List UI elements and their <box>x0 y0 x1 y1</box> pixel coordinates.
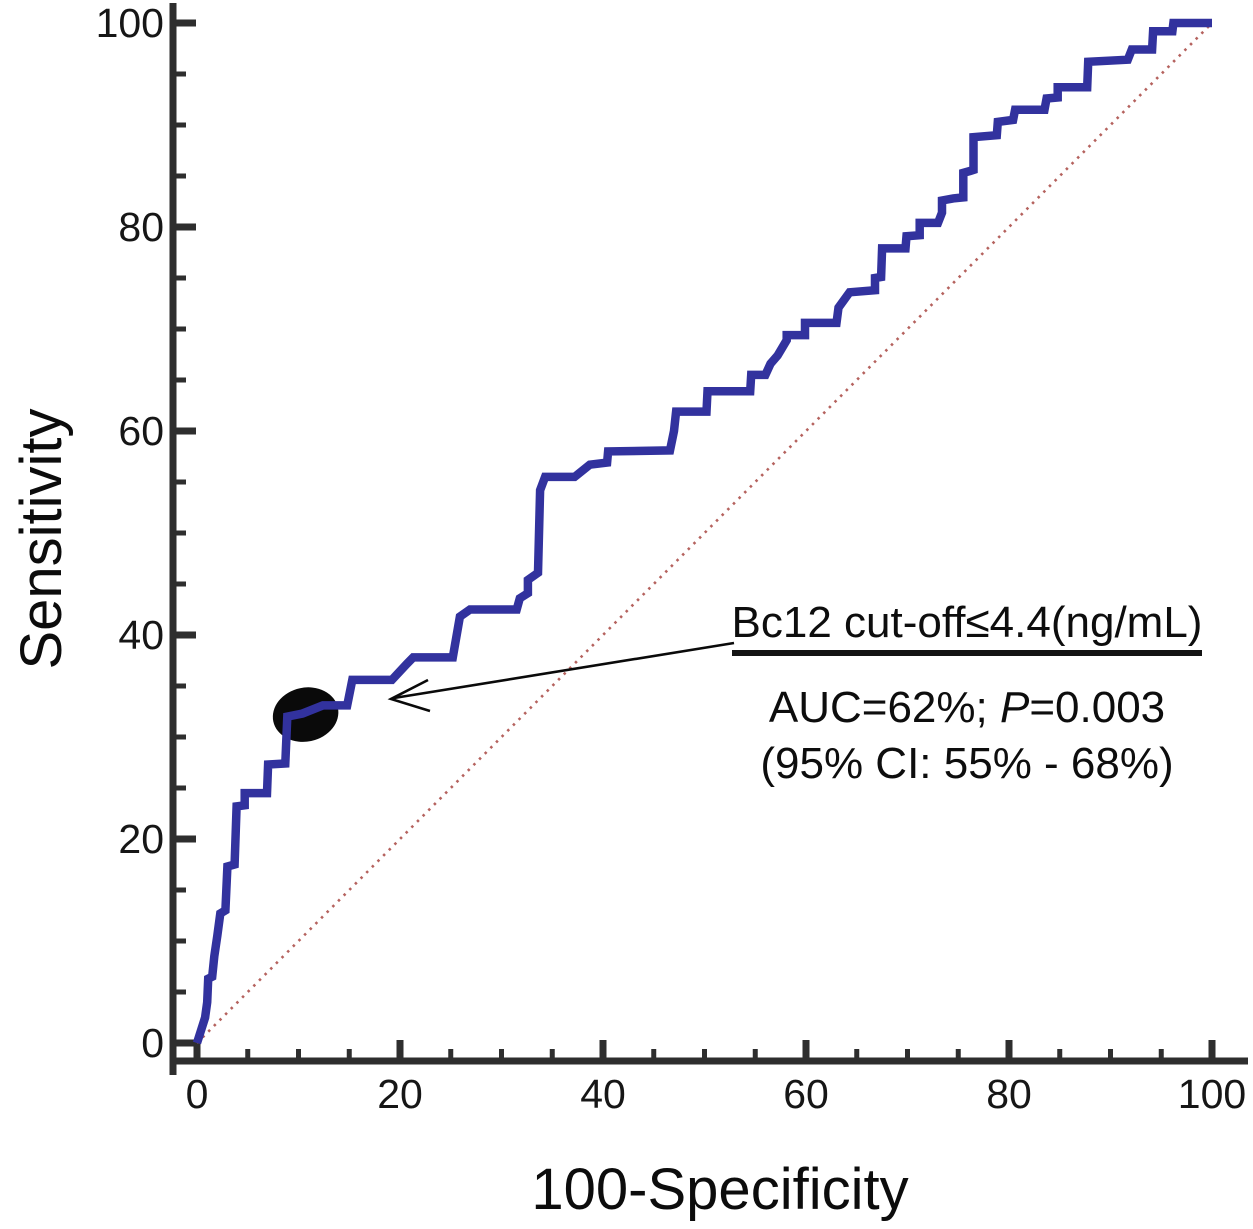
reference-diagonal <box>196 22 1213 1044</box>
x-axis-title: 100-Specificity <box>531 1157 909 1222</box>
x-tick-label-40: 40 <box>580 1071 626 1117</box>
auc-value-text: AUC=62%; <box>768 682 1000 732</box>
cutoff-annotation: Bc12 cut-off≤4.4(ng/mL) AUC=62%; P=0.003… <box>687 599 1247 792</box>
x-axis-ticks <box>193 1040 1216 1061</box>
y-axis-ticks <box>173 19 196 1047</box>
annotation-auc-line: AUC=62%; P=0.003 <box>687 680 1247 736</box>
arrow-shaft <box>393 641 735 700</box>
x-tick-label-100: 100 <box>1178 1071 1246 1117</box>
x-axis-tick-labels: 0 20 40 60 80 100 <box>186 1071 1247 1117</box>
y-axis-tick-labels: 0 20 40 60 80 100 <box>96 0 164 1066</box>
y-tick-label-20: 20 <box>118 816 164 862</box>
roc-curve <box>192 18 1212 1045</box>
y-tick-label-60: 60 <box>118 408 164 454</box>
p-value-text: =0.003 <box>1029 682 1166 732</box>
annotation-title-row: Bc12 cut-off≤4.4(ng/mL) <box>687 599 1247 656</box>
y-axis-title: Sensitivity <box>9 408 74 670</box>
y-tick-label-100: 100 <box>96 0 164 46</box>
x-tick-label-60: 60 <box>783 1071 829 1117</box>
arrow-head <box>387 678 431 713</box>
y-tick-label-40: 40 <box>118 612 164 658</box>
x-tick-label-80: 80 <box>986 1071 1032 1117</box>
p-symbol: P <box>999 682 1030 732</box>
y-tick-label-0: 0 <box>141 1020 164 1066</box>
annotation-cutoff-title: Bc12 cut-off≤4.4(ng/mL) <box>731 599 1203 656</box>
cutoff-arrow <box>387 641 735 713</box>
x-tick-label-0: 0 <box>186 1071 209 1117</box>
axes <box>169 3 1248 1075</box>
series-layer <box>192 18 1213 1045</box>
y-tick-label-80: 80 <box>118 204 164 250</box>
x-tick-label-20: 20 <box>377 1071 423 1117</box>
annotation-ci-line: (95% CI: 55% - 68%) <box>760 738 1174 788</box>
